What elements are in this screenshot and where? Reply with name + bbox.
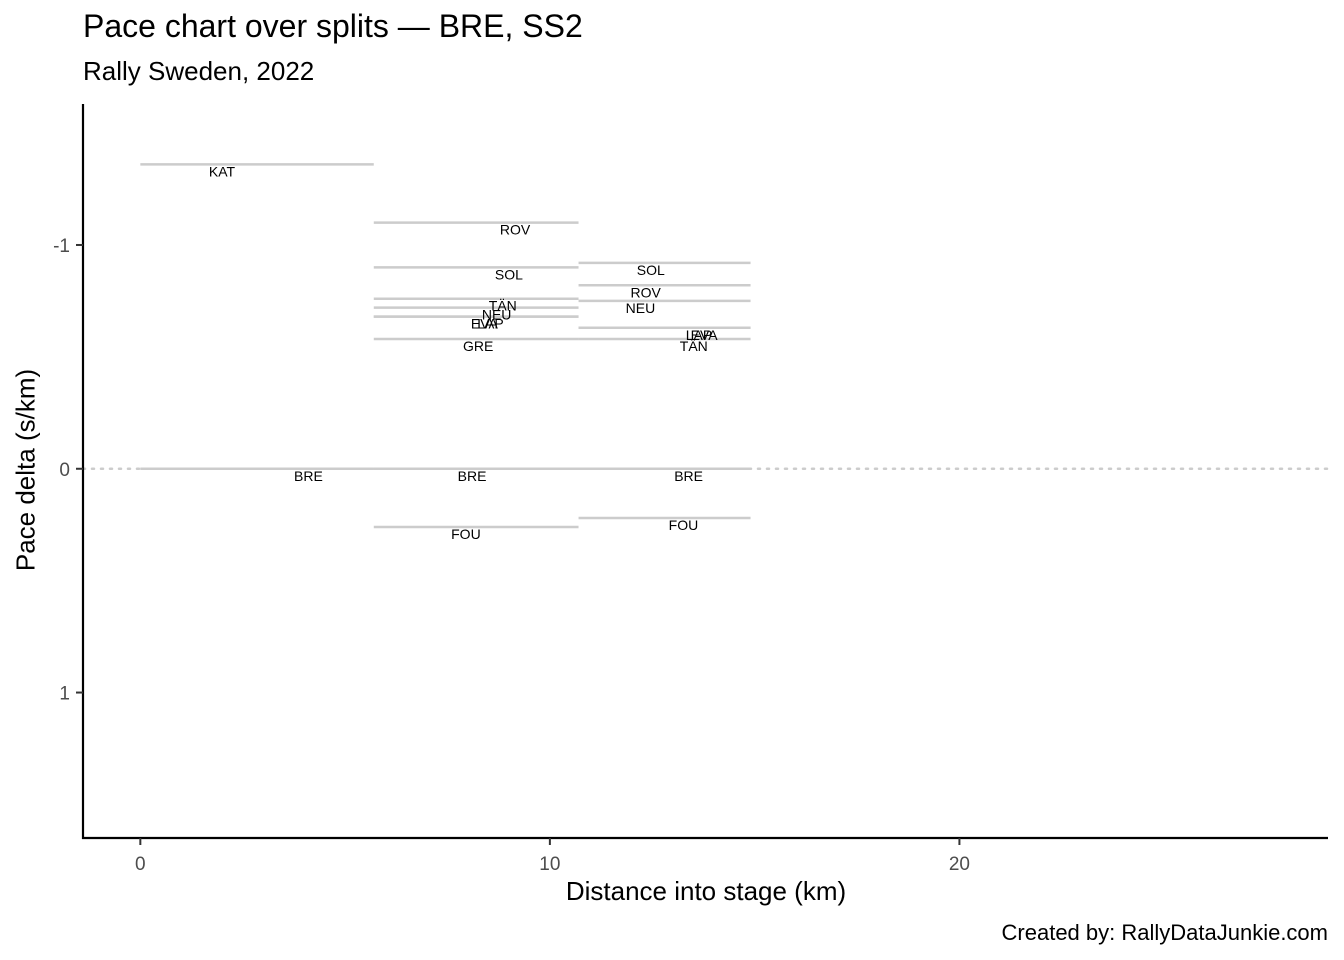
chart-title: Pace chart over splits — BRE, SS2: [83, 8, 583, 44]
chart-caption: Created by: RallyDataJunkie.com: [1001, 920, 1328, 945]
x-axis-label: Distance into stage (km): [565, 876, 847, 906]
segment-label-fou: FOU: [451, 526, 481, 542]
segment-label-rov: ROV: [500, 222, 531, 238]
x-tick-label: 10: [539, 854, 560, 875]
chart-subtitle: Rally Sweden, 2022: [83, 56, 315, 86]
segment-label-bre: BRE: [458, 468, 487, 484]
segment-label-bre: BRE: [294, 468, 323, 484]
segment-label-fou: FOU: [669, 517, 699, 533]
segment-label-gre: GRE: [463, 338, 493, 354]
y-axis-label: Pace delta (s/km): [10, 368, 41, 572]
segment-label-tän: TÄN: [680, 338, 708, 354]
x-tick-label: 0: [135, 854, 146, 875]
segment-label-kat: KAT: [209, 163, 236, 179]
segment-label-lap: LAP: [686, 327, 712, 343]
segment-label-eva: EVA: [691, 327, 719, 343]
x-tick-label: 20: [949, 854, 970, 875]
y-tick-label: 0: [59, 460, 70, 481]
segment-label-sol: SOL: [495, 266, 523, 282]
segment-label-neu: NEU: [482, 307, 512, 323]
segment-label-eva: EVA: [471, 316, 499, 332]
segment-label-tän: TÄN: [489, 298, 517, 314]
segment-label-lap: LAP: [477, 316, 503, 332]
y-tick-label: -1: [53, 236, 70, 257]
segment-label-sol: SOL: [637, 262, 665, 278]
segment-label-rov: ROV: [630, 284, 661, 300]
segment-label-neu: NEU: [626, 300, 656, 316]
segment-label-bre: BRE: [674, 468, 703, 484]
y-tick-label: 1: [59, 684, 70, 705]
